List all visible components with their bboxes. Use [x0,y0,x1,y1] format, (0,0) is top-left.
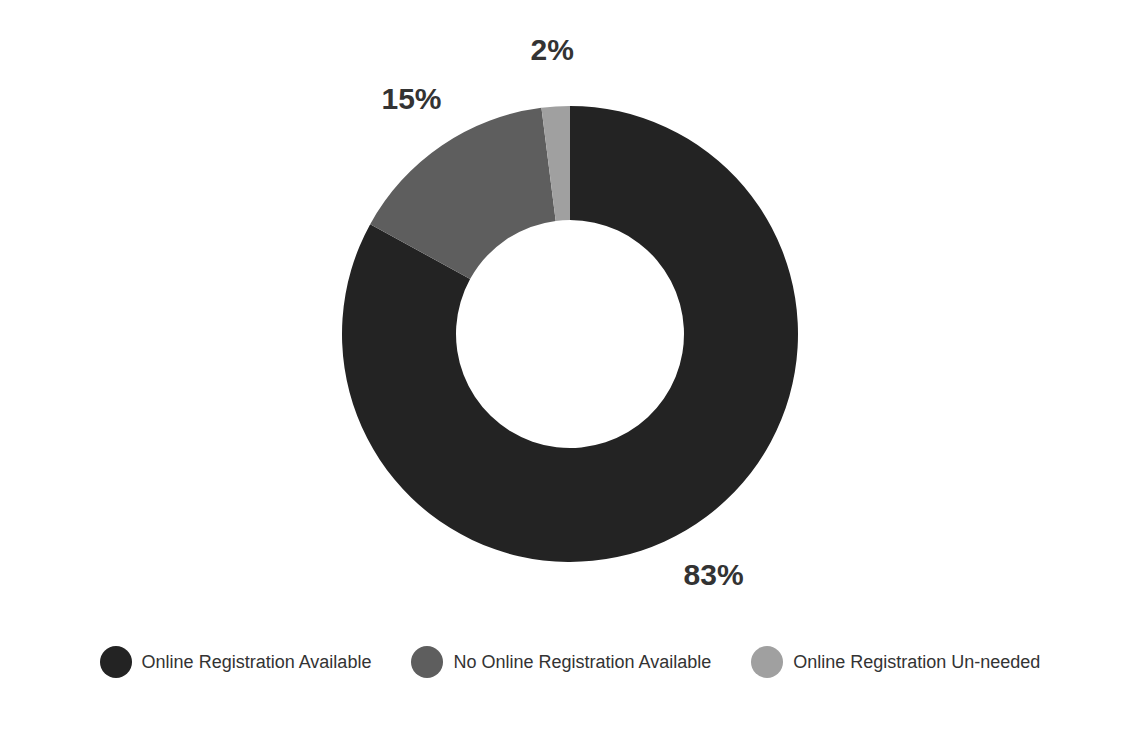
svg-text:2%: 2% [531,33,574,66]
html-text:No Online Registration Availab: No Online Registration Available [453,651,712,672]
html-text:Online Registration Un-needed: Online Registration Un-needed [793,651,1041,672]
svg-text:15%: 15% [381,82,441,115]
svg-text:83%: 83% [684,558,744,591]
html-text:Online Registration Available: Online Registration Available [141,651,372,672]
